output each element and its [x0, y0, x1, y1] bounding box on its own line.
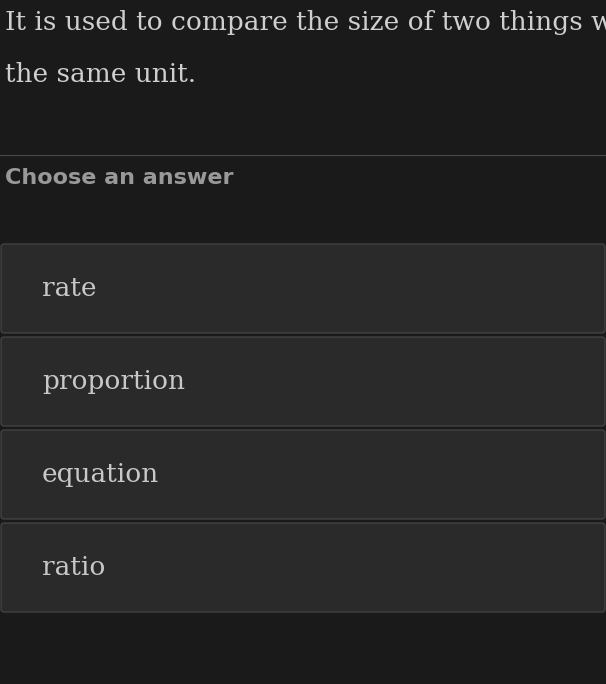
- Text: equation: equation: [42, 462, 159, 487]
- Text: rate: rate: [42, 276, 96, 301]
- FancyBboxPatch shape: [1, 337, 605, 426]
- Text: proportion: proportion: [42, 369, 185, 394]
- Text: the same unit.: the same unit.: [5, 62, 196, 87]
- Text: Choose an answer: Choose an answer: [5, 168, 233, 188]
- FancyBboxPatch shape: [1, 244, 605, 333]
- FancyBboxPatch shape: [1, 430, 605, 519]
- FancyBboxPatch shape: [1, 523, 605, 612]
- Text: ratio: ratio: [42, 555, 105, 580]
- Text: It is used to compare the size of two things with: It is used to compare the size of two th…: [5, 10, 606, 35]
